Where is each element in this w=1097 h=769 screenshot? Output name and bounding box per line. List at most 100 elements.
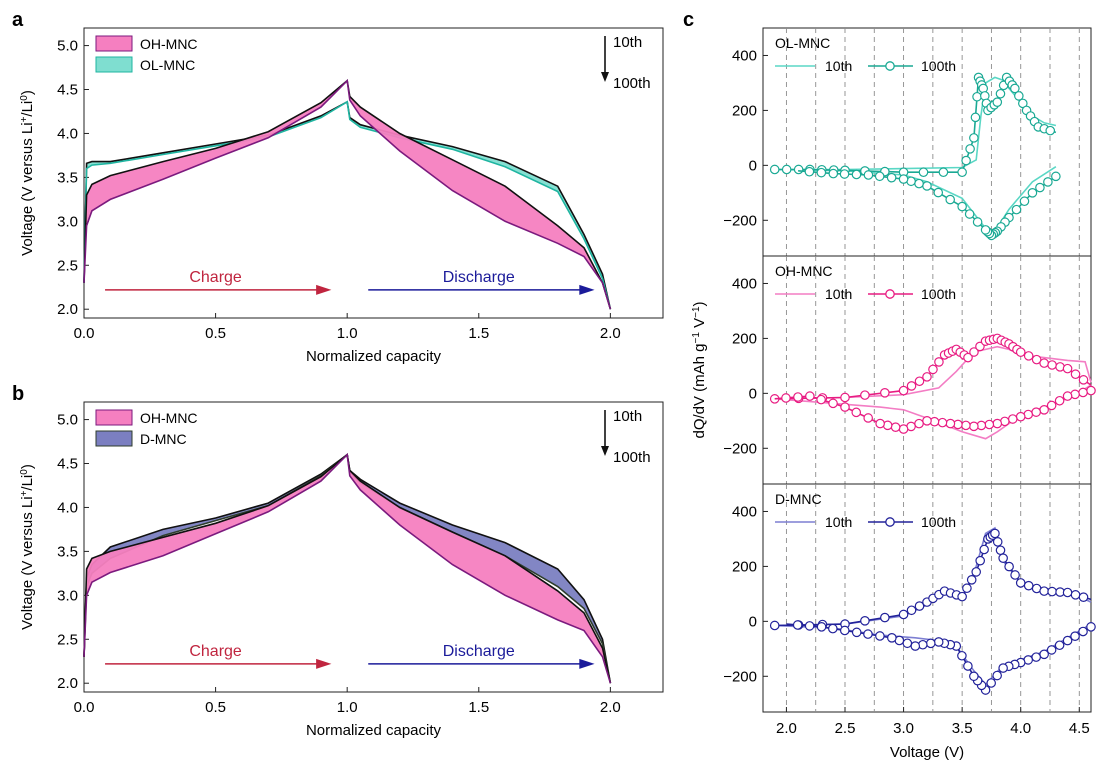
marker-100th — [1004, 561, 1014, 572]
marker-100th — [1023, 351, 1034, 361]
marker-100th — [1078, 387, 1088, 398]
marker-100th — [816, 167, 827, 178]
legend-label: 100th — [921, 514, 956, 530]
charge-label: Charge — [189, 269, 242, 286]
marker-100th — [792, 620, 803, 630]
marker-100th — [839, 169, 850, 179]
y-axis-label: Voltage (V versus Li+/Li0) — [19, 90, 37, 256]
marker-100th — [975, 555, 985, 566]
marker-100th — [971, 567, 981, 577]
y-tick-label: 5.0 — [57, 412, 78, 429]
marker-100th — [875, 418, 885, 429]
marker-100th — [828, 623, 838, 634]
series-10th — [774, 345, 1092, 400]
marker-100th — [1062, 391, 1073, 401]
marker-100th — [910, 641, 921, 651]
subplot-title: OH-MNC — [775, 263, 833, 279]
y-tick-label: 400 — [732, 275, 757, 292]
series-oh-mnc-100th — [83, 452, 612, 684]
marker-100th — [995, 545, 1006, 556]
series-10th-discharge — [774, 166, 1057, 237]
legend-swatch — [95, 409, 133, 426]
legend-label: D-MNC — [140, 431, 187, 447]
series-oh-mnc-100th — [83, 78, 612, 310]
discharge-label: Discharge — [443, 269, 515, 286]
marker-100th — [992, 418, 1003, 429]
x-tick-label: 4.5 — [1069, 720, 1090, 737]
discharge-label: Discharge — [443, 643, 515, 660]
marker-100th — [851, 627, 862, 638]
legend-swatch — [95, 35, 133, 52]
y-tick-label: 3.5 — [57, 169, 78, 186]
y-tick-label: −200 — [723, 212, 757, 229]
marker-100th — [966, 575, 977, 585]
marker-100th — [793, 164, 804, 175]
marker-100th — [1054, 395, 1065, 406]
cycle-label-top: 10th — [613, 34, 642, 51]
marker-100th — [1043, 177, 1053, 187]
band-oh-mnc — [84, 454, 611, 684]
y-tick-label: 3.0 — [57, 213, 78, 230]
marker-100th — [964, 209, 975, 219]
marker-100th — [839, 625, 850, 636]
panel-c-chart: 400 200 0 −200 OL-MNC 10th 100th 400 200 0 −200 OH-… — [691, 27, 1096, 761]
marker-100th — [1045, 125, 1056, 136]
marker-100th — [1011, 204, 1022, 215]
legend-label: OH-MNC — [140, 410, 198, 426]
y-tick-label: 0 — [749, 157, 757, 174]
marker-100th — [781, 164, 792, 175]
marker-100th — [914, 418, 924, 429]
marker-100th — [890, 422, 901, 432]
marker-100th — [769, 620, 780, 631]
y-tick-label: 2.5 — [57, 631, 78, 648]
marker-100th — [1039, 649, 1049, 660]
marker-100th — [898, 174, 909, 184]
y-axis-label: Voltage (V versus Li+/Li0) — [19, 464, 37, 630]
marker-100th — [918, 167, 929, 178]
panel-label-a: a — [12, 9, 24, 31]
panel-b-chart: 0.0 0.5 1.0 1.5 2.0 2.0 2.5 3.0 3.5 4.0 4.5 5.0 Norm… — [19, 401, 664, 739]
marker-100th — [969, 421, 979, 432]
marker-100th — [863, 629, 873, 639]
band-d-mnc — [84, 454, 611, 684]
x-tick-label: 4.0 — [1010, 720, 1031, 737]
marker-100th — [995, 88, 1006, 99]
y-tick-label: 200 — [732, 330, 757, 347]
marker-100th — [933, 637, 944, 647]
marker-100th — [957, 650, 967, 661]
marker-100th — [1086, 385, 1096, 396]
marker-100th — [880, 612, 890, 623]
marker-100th — [963, 661, 973, 671]
marker-100th — [898, 609, 909, 620]
marker-100th — [1010, 83, 1020, 94]
x-tick-label: 2.0 — [600, 699, 621, 716]
cycle-arrow-head — [601, 446, 609, 456]
marker-100th — [840, 392, 850, 403]
marker-100th — [1047, 360, 1057, 370]
y-tick-label: 200 — [732, 102, 757, 119]
marker-100th — [1015, 578, 1026, 588]
marker-100th — [1054, 640, 1065, 651]
marker-100th — [840, 402, 850, 412]
marker-100th — [984, 419, 995, 430]
marker-100th — [1014, 91, 1024, 101]
marker-100th — [863, 413, 873, 423]
marker-100th — [816, 622, 827, 632]
marker-100th — [1039, 586, 1049, 596]
cycle-arrow-head — [601, 72, 609, 82]
marker-100th — [937, 417, 948, 428]
legend-marker-100th — [885, 289, 895, 299]
marker-100th — [851, 169, 862, 180]
marker-100th — [925, 638, 936, 649]
marker-100th — [969, 671, 979, 682]
y-tick-label: 0 — [749, 385, 757, 402]
x-axis-label: Normalized capacity — [306, 348, 442, 365]
cycle-label-top: 10th — [613, 408, 642, 425]
marker-100th — [1027, 188, 1038, 198]
plot-frame — [83, 401, 664, 693]
x-axis-label: Normalized capacity — [306, 722, 442, 739]
marker-100th — [874, 171, 885, 182]
marker-100th — [1046, 645, 1057, 655]
cycle-label-bottom: 100th — [613, 449, 651, 466]
